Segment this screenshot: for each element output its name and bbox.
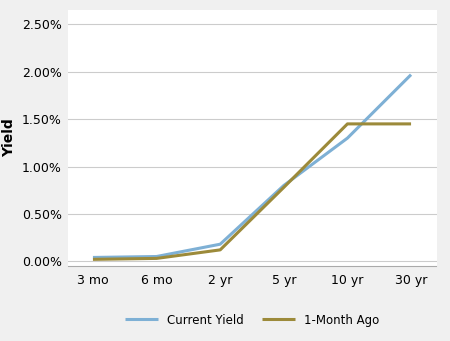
- Current Yield: [281, 183, 287, 188]
- Y-axis label: Yield: Yield: [2, 119, 16, 158]
- 1-Month Ago: [217, 248, 223, 252]
- Current Yield: [154, 254, 159, 258]
- Line: Current Yield: Current Yield: [93, 75, 411, 257]
- 1-Month Ago: [408, 122, 414, 126]
- Line: 1-Month Ago: 1-Month Ago: [93, 124, 411, 260]
- 1-Month Ago: [90, 257, 96, 262]
- Legend: Current Yield, 1-Month Ago: Current Yield, 1-Month Ago: [120, 309, 384, 332]
- Current Yield: [345, 136, 350, 140]
- 1-Month Ago: [281, 185, 287, 189]
- Current Yield: [217, 242, 223, 246]
- Current Yield: [90, 255, 96, 260]
- 1-Month Ago: [154, 256, 159, 261]
- Current Yield: [408, 73, 414, 77]
- 1-Month Ago: [345, 122, 350, 126]
